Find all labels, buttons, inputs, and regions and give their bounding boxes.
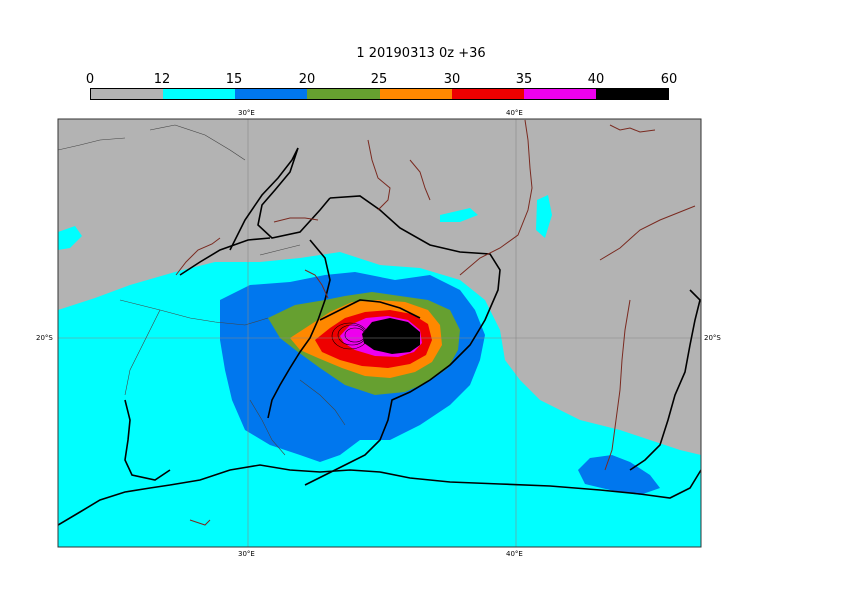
contour-12-island-c [440, 208, 478, 222]
legend-swatch-2 [235, 89, 308, 99]
contour-12-island-a [58, 226, 82, 250]
legend-label-0: 0 [85, 72, 95, 87]
legend-swatch-7 [595, 89, 668, 99]
map-title: 1 20190313 0z +36 [356, 46, 486, 61]
coastlines [58, 147, 701, 526]
contour-lines [331, 322, 369, 350]
lat-label-right-20s: 20°S [704, 334, 721, 342]
legend-label-40: 40 [587, 72, 605, 87]
admin-lines [58, 124, 346, 456]
legend-label-12: 12 [153, 72, 171, 87]
legend-label-15: 15 [225, 72, 243, 87]
legend-swatch-6 [523, 89, 596, 99]
legend-label-20: 20 [298, 72, 316, 87]
legend-swatch-3 [307, 89, 380, 99]
legend-swatch-1 [163, 89, 236, 99]
legend-label-35: 35 [515, 72, 533, 87]
lat-label-left-20s: 20°S [36, 334, 53, 342]
borders [175, 119, 696, 526]
lon-label-top-40e: 40°E [506, 109, 523, 117]
graticule [58, 119, 701, 547]
legend-label-30: 30 [443, 72, 461, 87]
legend-label-60: 60 [660, 72, 678, 87]
map-field [58, 119, 701, 547]
map-frame [57, 118, 702, 548]
legend-swatch-5 [451, 89, 524, 99]
legend-label-25: 25 [370, 72, 388, 87]
color-legend [90, 88, 669, 100]
contour-15-patch-east [578, 455, 660, 495]
contour-40 [362, 318, 420, 354]
lon-label-top-30e: 30°E [238, 109, 255, 117]
lon-label-bottom-30e: 30°E [238, 550, 255, 558]
contour-12-island-b [536, 195, 552, 238]
lon-label-bottom-40e: 40°E [506, 550, 523, 558]
legend-swatch-4 [379, 89, 452, 99]
legend-swatch-0 [91, 89, 164, 99]
